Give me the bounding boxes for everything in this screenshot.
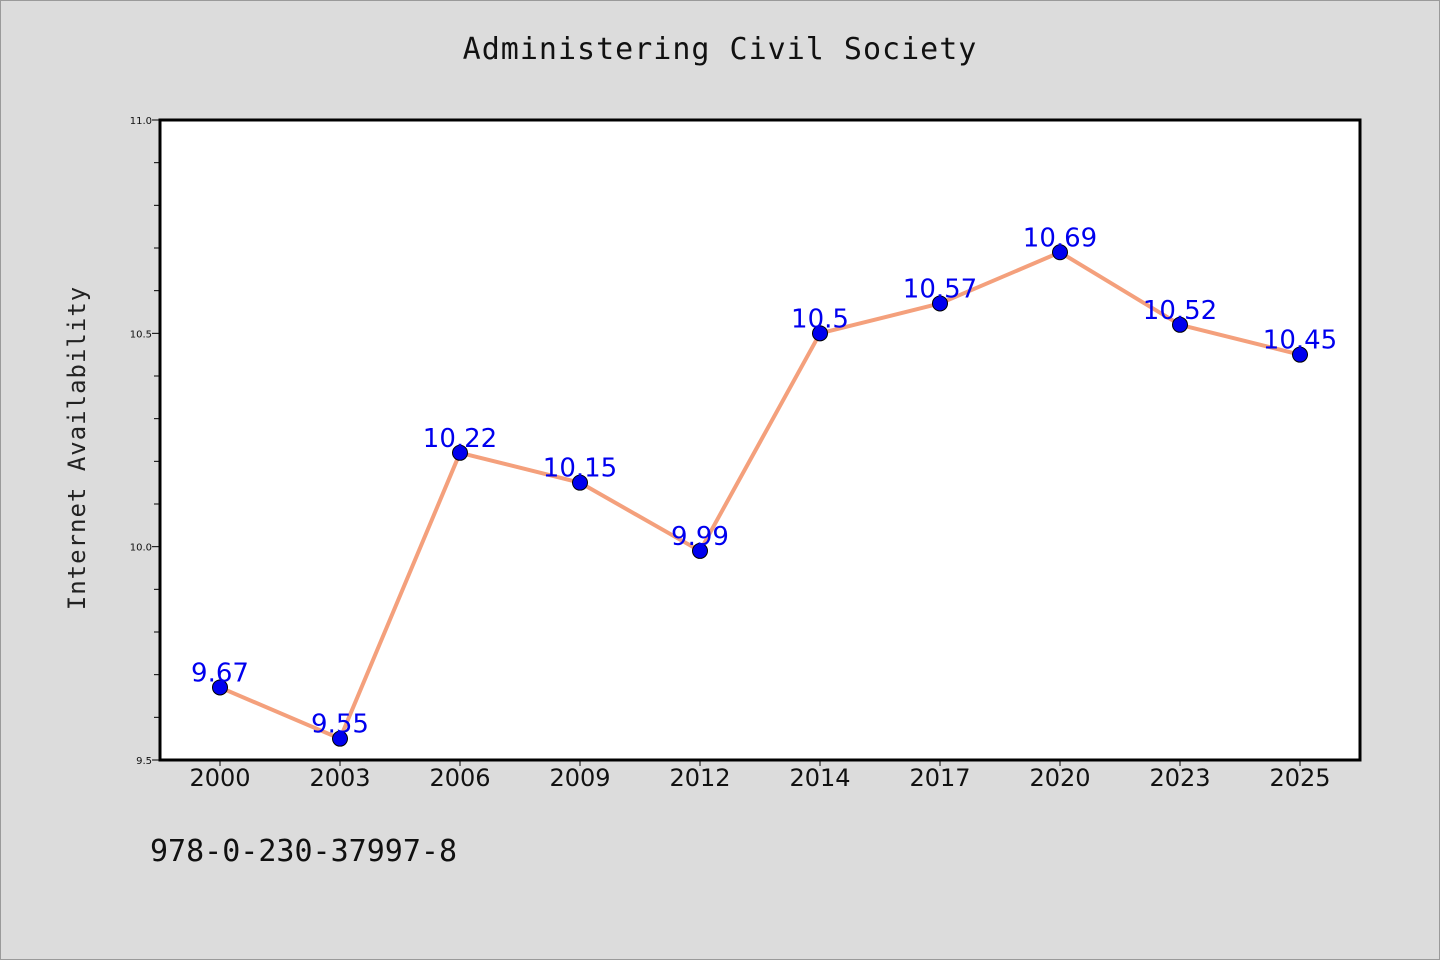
data-label: 10.69 [1023, 223, 1097, 253]
data-label: 9.55 [311, 710, 369, 740]
data-label: 10.22 [423, 424, 497, 454]
data-point [1172, 316, 1188, 333]
series-points [212, 244, 1308, 747]
data-label: 9.99 [671, 522, 729, 552]
chart-title: Administering Civil Society [462, 32, 978, 67]
x-axis-ticks: 2000 2003 2006 2009 2012 2014 2017 2020 2023 2025 [189, 760, 1331, 792]
isbn-text: 978-0-230-37997-8 [150, 834, 458, 869]
data-point [212, 679, 228, 696]
series-data-labels: 9.67 9.55 10.22 10.15 9.99 10.5 10.57 10.69 10.5… [191, 223, 1337, 739]
series-line [218, 250, 1302, 741]
y-tick-label: 11.0 [130, 116, 152, 127]
y-tick-label: 10.0 [130, 543, 152, 554]
data-point [692, 542, 708, 559]
x-tick-label: 2023 [1149, 764, 1210, 792]
data-point [332, 730, 348, 747]
data-point [812, 325, 828, 342]
data-label: 10.45 [1263, 326, 1337, 356]
y-tick-label: 9.5 [136, 756, 152, 767]
x-tick-label: 2017 [909, 764, 970, 792]
data-label: 10.57 [903, 274, 977, 304]
data-label: 10.52 [1143, 296, 1217, 326]
y-tick-label: 10.5 [130, 329, 152, 340]
y-axis-ticks: 9.5 10.0 10.5 11.0 [130, 116, 160, 767]
data-point [572, 474, 588, 491]
data-point [1292, 346, 1308, 363]
x-tick-label: 2012 [669, 764, 730, 792]
data-point [1052, 244, 1068, 261]
data-label: 9.67 [191, 658, 249, 688]
data-point [932, 295, 948, 312]
x-tick-label: 2006 [429, 764, 490, 792]
x-tick-label: 2003 [309, 764, 370, 792]
x-tick-label: 2009 [549, 764, 610, 792]
x-tick-label: 2014 [789, 764, 850, 792]
data-label: 10.5 [791, 304, 849, 334]
data-point [452, 444, 468, 461]
series-lines [218, 250, 1302, 741]
x-tick-label: 2025 [1269, 764, 1330, 792]
x-tick-label: 2000 [189, 764, 250, 792]
data-label: 10.15 [543, 454, 617, 484]
x-tick-label: 2020 [1029, 764, 1090, 792]
